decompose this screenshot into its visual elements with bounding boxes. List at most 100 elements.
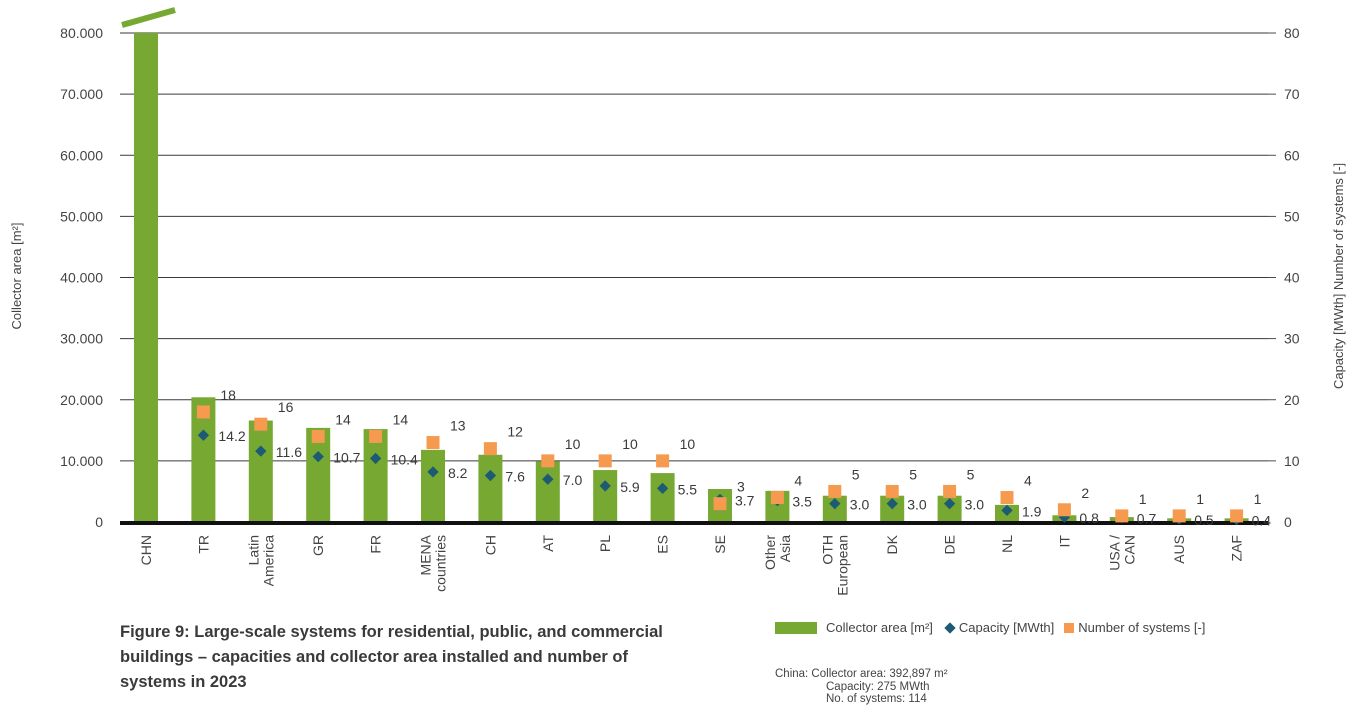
x-tick-label: SE: [712, 535, 728, 554]
capacity-label: 5.9: [620, 479, 640, 495]
x-tick-label-line: MENA: [418, 534, 434, 575]
x-tick-label: USA /CAN: [1106, 535, 1137, 571]
capacity-label: 3.5: [792, 494, 812, 510]
capacity-marker: [197, 429, 210, 441]
x-tick-label-line: Other: [762, 535, 778, 570]
capacity-label: 8.2: [448, 465, 468, 481]
bar: [363, 429, 388, 522]
capacity-label: 3.0: [965, 497, 985, 513]
y-tick-label-right: 50: [1284, 208, 1300, 224]
legend-label-systems: Number of systems [-]: [1078, 620, 1206, 635]
markers: 14.211.6 10.7 10.48.2 7.6 7.0 5.9 5.53.7 3.5 3.0…: [196, 387, 1272, 529]
x-axis-labels: CHN TR LatinAmerica GR FR MENAcountries CH AT PL…: [138, 534, 1245, 595]
y-axis-left-ticks: 0 10.000 20.000 30.000 40.000 50.000 60.000 70.…: [60, 25, 103, 530]
y-tick-label-left: 50.000: [60, 208, 103, 224]
y-tick-label-right: 20: [1284, 392, 1300, 408]
y-tick-label-right: 80: [1284, 25, 1300, 41]
x-tick-label-line: CH: [482, 535, 498, 555]
y-tick-label-right: 40: [1284, 270, 1300, 286]
x-tick-label: CHN: [138, 535, 154, 565]
systems-marker: [196, 405, 210, 419]
x-tick-label-line: GR: [310, 535, 326, 556]
x-tick-label-line: DE: [942, 535, 958, 554]
capacity-marker: [1001, 504, 1013, 517]
capacity-label: 11.6: [276, 444, 302, 460]
capacity-label: 0.4: [1252, 513, 1272, 529]
y-axis-left-title: Collector area [m²]: [9, 223, 24, 330]
systems-marker: [311, 429, 325, 443]
figure-caption: Figure 9: Large-scale systems for reside…: [120, 623, 663, 691]
capacity-marker: [369, 452, 382, 465]
bar: [593, 470, 618, 522]
systems-label: 12: [507, 424, 523, 440]
systems-label: 10: [565, 436, 581, 452]
x-tick-label-line: AT: [540, 535, 556, 552]
bar: [134, 33, 158, 522]
x-tick-label-line: USA /: [1106, 535, 1122, 571]
bar: [478, 454, 503, 522]
systems-label: 1: [1139, 491, 1147, 507]
x-tick-label: LatinAmerica: [245, 535, 276, 587]
capacity-label: 3.0: [850, 497, 870, 513]
capacity-label: 5.5: [678, 481, 698, 497]
capacity-marker: [484, 469, 497, 482]
x-tick-label: GR: [310, 535, 326, 556]
x-tick-label: OTHEuropean: [819, 535, 850, 596]
legend-bar-swatch: [775, 621, 817, 634]
x-tick-label: ZAF: [1229, 535, 1245, 561]
x-tick-label: ES: [655, 535, 671, 554]
bars: [121, 7, 1249, 522]
y-tick-label-right: 30: [1284, 331, 1300, 347]
systems-label: 5: [909, 466, 917, 482]
systems-marker: [598, 454, 612, 468]
capacity-marker: [542, 473, 554, 485]
china-note-line2: Capacity: 275 MWth: [826, 680, 930, 693]
systems-label: 1: [1196, 491, 1204, 507]
systems-marker: [1057, 503, 1071, 517]
china-note: China: Collector area: 392,897 m² Capaci…: [775, 668, 948, 706]
x-tick-label: TR: [195, 535, 211, 554]
x-tick-label-line: NL: [999, 535, 1015, 553]
legend-item-systems: Number of systems [-]: [1064, 620, 1205, 635]
capacity-marker: [886, 498, 898, 510]
systems-marker: [1000, 491, 1014, 505]
systems-marker: [713, 497, 727, 511]
capacity-label: 0.8: [1079, 510, 1099, 526]
systems-label: 3: [737, 479, 745, 495]
y-tick-label-left: 80.000: [60, 25, 103, 41]
capacity-label: 7.0: [563, 472, 583, 488]
legend-item-capacity: Capacity [MWth]: [943, 620, 1054, 635]
x-tick-label-line: IT: [1056, 535, 1072, 548]
systems-marker: [1172, 509, 1186, 523]
x-tick-label-line: SE: [712, 535, 728, 554]
x-tick-label-line: ZAF: [1229, 535, 1245, 561]
x-tick-label: AT: [540, 535, 556, 552]
y-tick-label-right: 0: [1284, 514, 1292, 530]
x-tick-label: AUS: [1171, 535, 1187, 564]
capacity-label: 10.7: [333, 450, 360, 466]
x-tick-label-line: Asia: [777, 535, 793, 562]
x-tick-label: MENAcountries: [418, 534, 449, 591]
systems-marker: [426, 436, 440, 450]
x-tick-label: PL: [597, 535, 613, 552]
legend-diamond-swatch: [944, 621, 956, 634]
systems-marker: [1115, 509, 1129, 523]
capacity-marker: [829, 498, 841, 510]
systems-label: 13: [450, 418, 466, 434]
capacity-label: 3.7: [735, 492, 755, 508]
x-axis-baseline: [120, 521, 1268, 525]
systems-label: 5: [852, 466, 860, 482]
y-tick-label-left: 0: [95, 514, 103, 530]
china-note-line3: No. of systems: 114: [826, 693, 927, 705]
y-tick-label-left: 20.000: [60, 392, 103, 408]
x-tick-label: CH: [482, 535, 498, 555]
bar: [248, 420, 273, 522]
x-tick-label-line: ES: [655, 535, 671, 554]
capacity-label: 0.5: [1194, 512, 1214, 528]
capacity-label: 7.6: [505, 469, 525, 485]
x-tick-label: DE: [942, 535, 958, 554]
y-tick-label-left: 70.000: [60, 86, 103, 102]
x-tick-label-line: OTH: [819, 535, 835, 565]
bar: [421, 449, 445, 522]
systems-label: 2: [1081, 485, 1089, 501]
